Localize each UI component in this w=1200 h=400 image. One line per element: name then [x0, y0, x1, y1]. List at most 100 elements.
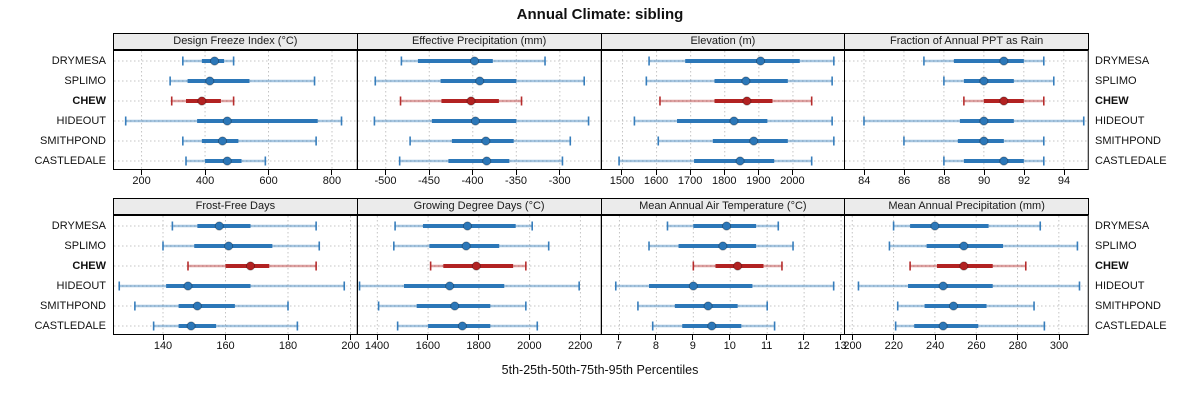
- panel-x-axis: 1500 1600 1700 1800 1900 2000: [601, 170, 846, 192]
- chart-title: Annual Climate: sibling: [516, 6, 684, 23]
- axis-tick-mark: [427, 335, 429, 340]
- panel-header: Effective Precipitation (mm): [356, 33, 602, 50]
- axis-tick-label: 160: [216, 340, 235, 352]
- median-dot: [197, 96, 207, 106]
- axis-tick-label: 1600: [415, 340, 441, 352]
- panel-x-axis: -500 -450 -400 -350 -300: [357, 170, 602, 192]
- axis-tick-mark: [515, 170, 517, 175]
- axis-tick-mark: [863, 170, 865, 175]
- median-dot: [186, 321, 196, 331]
- median-dot: [999, 96, 1009, 106]
- panel-x-axis: 7 8 9 10 11 12 13: [601, 335, 847, 357]
- axis-tick-mark: [225, 335, 226, 340]
- median-dot: [734, 156, 745, 166]
- axis-tick-mark: [1017, 335, 1019, 340]
- axis-tick-mark: [621, 170, 623, 175]
- median-dot: [741, 96, 752, 106]
- axis-tick-mark: [162, 335, 164, 340]
- site-label-right: DRYMESA: [1095, 55, 1150, 67]
- site-label-left: DRYMESA: [51, 220, 106, 232]
- site-label-right: CHEW: [1095, 260, 1129, 272]
- median-dot: [979, 136, 989, 146]
- median-dot: [474, 76, 485, 86]
- axis-tick-mark: [350, 335, 351, 340]
- median-dot: [959, 261, 969, 271]
- axis-tick-mark: [983, 170, 985, 175]
- axis-tick-label: 12: [797, 340, 810, 352]
- panel-header: Fraction of Annual PPT as Rain: [844, 33, 1089, 50]
- median-dot: [217, 136, 228, 146]
- site-label-left: CASTLEDALE: [34, 320, 106, 332]
- site-label-right: SPLIMO: [1095, 240, 1137, 252]
- axis-tick-mark: [268, 170, 270, 175]
- site-label-right: CASTLEDALE: [1095, 155, 1167, 167]
- axis-tick-label: 260: [967, 340, 986, 352]
- site-label-left: CHEW: [72, 260, 106, 272]
- axis-tick-label: 2200: [567, 340, 593, 352]
- panel-plot: [844, 50, 1089, 170]
- axis-tick-label: 1400: [364, 340, 390, 352]
- axis-tick-mark: [757, 170, 759, 175]
- median-dot: [728, 116, 739, 126]
- axis-tick-mark: [618, 335, 620, 340]
- site-label-left: SMITHPOND: [40, 135, 106, 147]
- axis-tick-mark: [840, 335, 842, 340]
- panel-border: [844, 215, 1089, 335]
- axis-tick-mark: [528, 335, 530, 340]
- median-dot: [444, 281, 455, 291]
- axis-tick-label: 240: [925, 340, 945, 352]
- panel-x-axis: 140 160 180 200: [113, 335, 360, 357]
- site-label-left: CASTLEDALE: [34, 155, 106, 167]
- axis-tick-mark: [331, 170, 333, 175]
- median-dot: [959, 241, 969, 251]
- median-dot: [209, 56, 220, 66]
- panel-plot: [844, 215, 1089, 335]
- panel-border: [600, 215, 846, 335]
- axis-tick-label: 11: [760, 340, 773, 352]
- median-dot: [462, 221, 472, 231]
- axis-tick-label: 92: [1017, 175, 1031, 187]
- panel-header: Design Freeze Index (°C): [113, 33, 358, 50]
- median-dot: [461, 241, 471, 251]
- median-dot: [183, 281, 193, 291]
- axis-tick-mark: [384, 170, 386, 175]
- axis-tick-label: -450: [417, 175, 441, 187]
- axis-tick-label: 1700: [677, 175, 703, 187]
- percentiles-caption: 5th-25th-50th-75th-95th Percentiles: [501, 363, 699, 377]
- axis-tick-label: 1800: [466, 340, 491, 352]
- site-label-right: HIDEOUT: [1095, 280, 1145, 292]
- site-label-right: SMITHPOND: [1095, 300, 1161, 312]
- axis-tick-label: 10: [723, 340, 736, 352]
- site-label-right: CASTLEDALE: [1095, 320, 1167, 332]
- median-dot: [755, 56, 765, 66]
- panel-plot: [600, 215, 846, 335]
- axis-tick-label: 94: [1057, 175, 1071, 187]
- median-dot: [999, 56, 1009, 66]
- median-dot: [224, 241, 234, 251]
- median-dot: [930, 221, 940, 231]
- median-dot: [938, 321, 949, 331]
- median-dot: [949, 301, 959, 311]
- axis-tick-label: 180: [278, 340, 298, 352]
- axis-tick-label: 200: [843, 340, 862, 352]
- axis-tick-mark: [141, 170, 143, 175]
- axis-tick-label: 220: [884, 340, 903, 352]
- median-dot: [748, 136, 758, 146]
- axis-tick-mark: [287, 335, 289, 340]
- median-dot: [470, 116, 480, 126]
- median-dot: [481, 156, 492, 166]
- median-dot: [706, 321, 716, 331]
- panel-plot: [113, 215, 358, 335]
- axis-tick-label: 2000: [517, 340, 542, 352]
- axis-tick-label: -300: [548, 175, 571, 187]
- median-dot: [703, 301, 713, 311]
- panel-plot: [356, 50, 602, 170]
- axis-tick-label: 140: [153, 340, 173, 352]
- axis-tick-label: 1900: [746, 175, 771, 187]
- site-label-right: SMITHPOND: [1095, 135, 1161, 147]
- axis-tick-mark: [428, 170, 430, 175]
- axis-tick-label: 84: [858, 175, 871, 187]
- axis-tick-label: 300: [1049, 340, 1069, 352]
- panel-border: [113, 50, 358, 170]
